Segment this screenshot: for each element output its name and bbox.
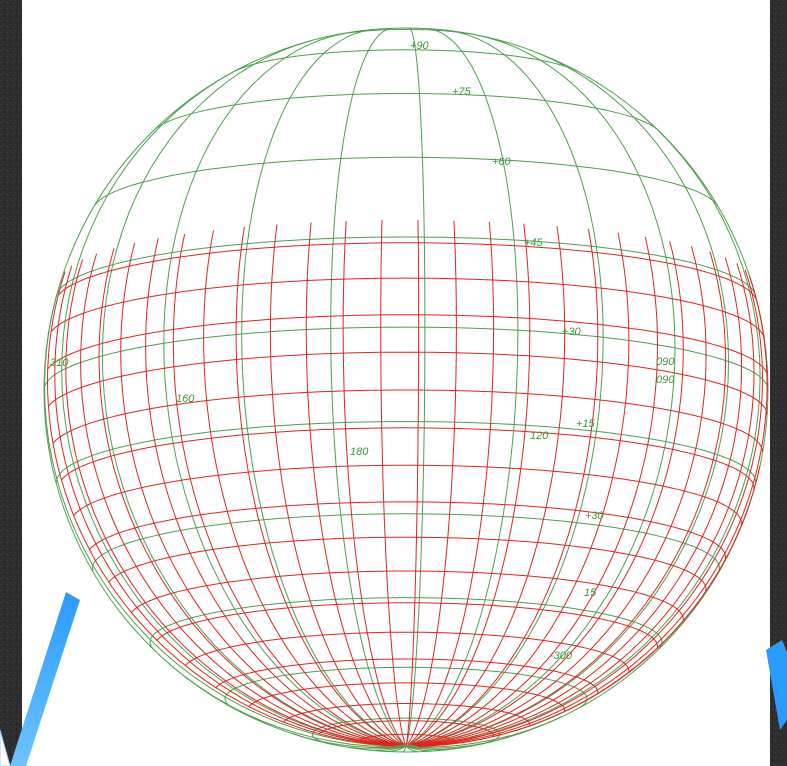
coverage-cell [47,314,769,376]
meridian-line [61,71,407,747]
parallel-line [149,597,663,650]
coverage-cell [172,233,399,746]
coverage-cell [417,251,727,746]
meridian-line [163,33,407,747]
coverage-cell [305,222,403,745]
longitude-label: 180 [350,446,369,458]
latitude-label: +15 [576,418,595,430]
coverage-cell [89,501,727,560]
coverage-cell [131,570,684,621]
coverage-cell [418,263,755,747]
coverage-cell [184,631,630,673]
coverage-cell [65,259,395,746]
longitude-label: 160 [176,393,195,405]
coverage-cell [407,220,457,745]
coverage-cell [405,220,420,745]
meridian-line [375,746,407,751]
coverage-cell [418,269,764,747]
longitude-label: 120 [530,430,549,442]
latitude-label: +30 [562,326,581,338]
latitude-label: +90 [410,40,429,52]
meridian-line [405,29,604,747]
coverage-cell [418,466,761,747]
coverage-cell [108,536,707,592]
meridian-line [43,294,407,747]
coverage-cell [54,265,394,747]
coverage-cell [203,230,400,745]
coverage-cell [413,232,630,746]
left-blue-arrow-icon [0,592,80,766]
coverage-cell [156,602,659,649]
meridian-line [402,746,407,753]
coverage-cell [417,257,743,746]
coverage-cell [120,242,397,746]
latitude-label: -300 [550,650,573,662]
parallel-line [56,236,756,295]
coverage-cell [283,703,531,726]
coverage-cell [145,238,398,746]
coverage-cell [73,464,743,526]
coverage-cell [215,658,599,694]
meridian-line [241,29,407,747]
meridian-line [350,746,407,750]
coverage-cell [52,389,763,452]
parallel-line [55,421,757,483]
coverage-cell [269,224,402,745]
meridian-line [101,39,407,747]
longitude-label: 310 [50,357,69,369]
coverage-cell [416,246,707,746]
meridian-line [405,746,432,752]
coverage-cell [410,223,531,745]
parallel-line [43,326,769,391]
parallel-line [155,93,657,130]
coverage-cell [415,241,684,746]
latitude-label: 15 [584,587,597,599]
coverage-cell [98,248,396,746]
coverage-cell [342,220,405,745]
meridian-line [290,732,407,748]
coverage-cell [408,221,495,745]
meridian-line [405,503,751,747]
meridian-line [405,746,457,750]
latitude-label: +60 [492,156,511,168]
meridian-line [405,27,426,747]
parallel-line [93,156,719,207]
meridian-line [330,28,407,747]
meridian-line [405,746,418,753]
latitude-label: +45 [524,237,543,249]
coverage-cell [248,682,566,712]
meridian-line [405,34,676,747]
longitude-label: 090 [656,374,675,386]
coverage-cell [61,427,755,491]
coverage-cell [411,226,566,745]
longitude-label: 090 [656,356,675,368]
coverage-cell [50,277,765,339]
meridian-line [405,28,519,747]
meridian-line [405,716,563,748]
meridian-line [405,115,761,747]
coverage-cell [418,275,768,747]
coverage-cell [46,271,394,747]
coverage-cell [80,253,395,746]
meridian-line [182,674,407,748]
meridian-line [405,742,485,749]
right-blue-arrow-icon [766,640,787,730]
coverage-cell [380,220,406,745]
latitude-label: +75 [452,86,471,98]
meridian-line [388,746,407,752]
survey-coverage-mesh [46,220,769,747]
latitude-label: +30 [585,510,604,522]
coverage-cell [235,226,401,745]
coverage-cell [414,236,659,746]
coverage-cell [48,351,768,415]
coverage-cell [412,229,599,745]
